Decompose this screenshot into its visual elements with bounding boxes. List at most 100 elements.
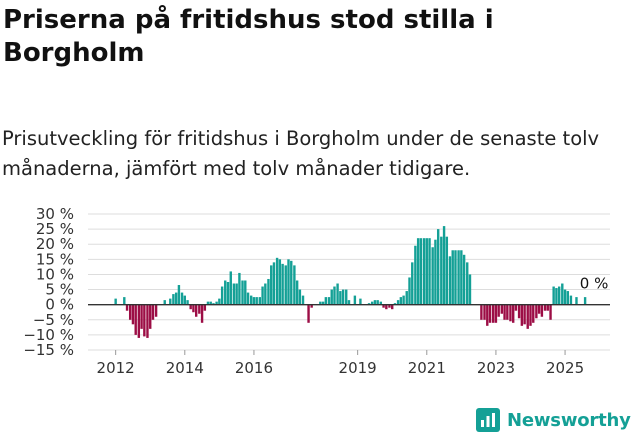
bar <box>422 238 426 305</box>
bar <box>491 304 495 323</box>
bar <box>500 304 503 314</box>
bar <box>258 297 262 305</box>
bar <box>367 303 371 305</box>
bar <box>298 289 302 305</box>
bar <box>393 303 397 305</box>
bar <box>151 304 155 320</box>
bar <box>327 297 331 305</box>
bar <box>183 295 186 305</box>
bar <box>270 265 273 305</box>
bar <box>154 304 158 317</box>
bar <box>575 297 578 305</box>
bar <box>414 245 417 305</box>
x-tick-label: 2014 <box>166 359 204 377</box>
bar <box>517 304 521 319</box>
bar <box>128 304 132 320</box>
bar <box>226 282 230 305</box>
bar <box>186 300 189 305</box>
bar <box>480 304 483 320</box>
bar <box>232 283 236 305</box>
y-tick-label: 5 % <box>45 281 74 299</box>
bar <box>264 283 267 305</box>
bar <box>146 304 149 338</box>
x-tick-label: 2012 <box>97 359 135 377</box>
bar <box>506 304 509 320</box>
bar <box>140 304 143 329</box>
bar <box>324 297 328 305</box>
bar <box>402 295 405 305</box>
bar <box>229 271 232 305</box>
bar <box>557 286 561 305</box>
bar <box>445 236 449 305</box>
bar <box>241 280 244 305</box>
bar <box>180 292 184 305</box>
bar <box>514 304 518 311</box>
bar <box>278 259 282 305</box>
y-tick-label: −10 % <box>23 326 74 344</box>
chart-title: Priserna på fritidshus stod stilla i Bor… <box>3 5 494 68</box>
bar <box>169 298 172 305</box>
bar <box>391 304 394 310</box>
newsworthy-brand[interactable]: Newsworthy <box>476 408 631 432</box>
x-tick-label: 2025 <box>546 359 584 377</box>
bar <box>451 250 454 305</box>
bar <box>284 265 287 305</box>
bar <box>339 291 342 305</box>
bar <box>512 304 515 323</box>
bar <box>405 291 408 305</box>
chart-subtitle: Prisutveckling för fritidshus i Borgholm… <box>2 127 600 180</box>
bar <box>143 304 146 337</box>
bar <box>215 301 218 305</box>
bar <box>163 300 166 305</box>
bar <box>125 304 129 311</box>
bar <box>440 236 443 305</box>
bar <box>290 260 293 305</box>
bar <box>416 238 420 305</box>
bar <box>275 257 279 305</box>
bar <box>488 304 492 323</box>
bar <box>244 280 247 305</box>
y-tick-label: 0 % <box>45 296 74 314</box>
bar <box>549 304 552 320</box>
bars <box>114 226 587 338</box>
bar <box>468 274 472 305</box>
bar <box>353 295 357 305</box>
bar <box>497 304 500 317</box>
bar <box>293 265 296 305</box>
bar <box>379 301 382 305</box>
bar <box>341 289 345 305</box>
bar <box>376 300 379 305</box>
bar <box>301 295 305 305</box>
bar <box>200 304 204 323</box>
bar <box>189 304 192 310</box>
bar <box>203 304 207 311</box>
bar <box>523 304 526 325</box>
bar <box>425 238 428 305</box>
bar <box>373 300 377 305</box>
x-tick-label: 2021 <box>408 359 446 377</box>
bar <box>561 283 564 305</box>
x-axis-labels: 2012 2014 2016 2019 2021 2023 2025 <box>97 350 584 377</box>
bar <box>535 304 538 319</box>
bar <box>532 304 535 323</box>
bar <box>442 226 446 305</box>
bar <box>319 301 322 305</box>
bar <box>261 286 264 305</box>
gridlines <box>88 213 610 351</box>
bar <box>411 262 414 305</box>
bar <box>252 297 256 305</box>
bar <box>555 288 558 305</box>
latest-value-label: 0 % <box>580 275 609 293</box>
bar <box>307 304 310 323</box>
bar <box>546 304 549 311</box>
bar <box>428 238 431 305</box>
y-axis-labels: −15 %−10 %−5 %0 %5 %10 %15 %20 %25 %30 % <box>23 205 74 359</box>
bar <box>566 291 570 305</box>
bar <box>448 256 452 305</box>
bar <box>483 304 486 320</box>
bar <box>336 283 339 305</box>
y-tick-label: 30 % <box>36 205 74 223</box>
bar <box>569 295 573 305</box>
bar <box>177 285 181 305</box>
y-tick-label: 15 % <box>36 250 74 268</box>
